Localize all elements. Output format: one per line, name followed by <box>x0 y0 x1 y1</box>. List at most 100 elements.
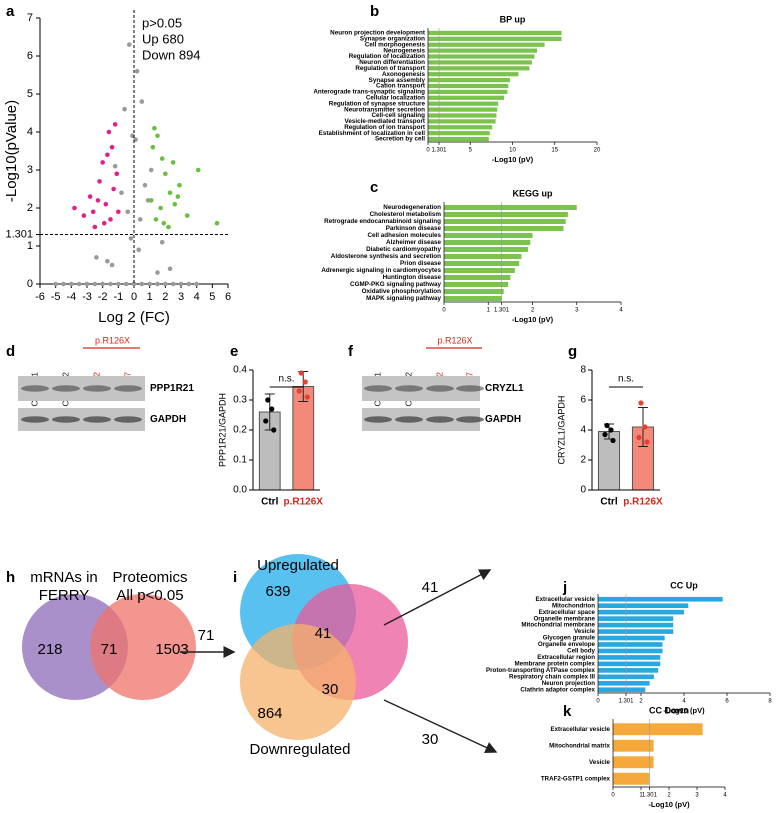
point <box>94 255 99 260</box>
point <box>153 217 159 222</box>
venn-count: 71 <box>101 641 118 658</box>
bar <box>444 232 533 239</box>
category-label: Regulation of ion transport <box>344 124 426 131</box>
point <box>127 42 132 47</box>
category-label: CGMP-PKG signaling pathway <box>350 281 441 288</box>
point <box>167 190 173 196</box>
x-tick-label: -5 <box>51 291 61 303</box>
annotation: p>0.05 <box>142 15 182 30</box>
bar <box>598 687 646 693</box>
bar <box>598 616 674 621</box>
x-tick-label: 5 <box>469 148 473 154</box>
x-tick-label: 1.301 <box>431 148 447 154</box>
point <box>111 186 116 192</box>
venn-set-label: Proteomics <box>112 569 187 586</box>
bar <box>428 60 532 65</box>
category-label: Synapse organization <box>360 36 425 43</box>
x-tick-label: 1.301 <box>618 699 634 705</box>
x-tick-label: 4 <box>682 699 686 705</box>
category-label: Cellular localization <box>366 94 425 101</box>
category-label: Anterograde trans-synaptic signaling <box>313 89 425 96</box>
blot-band <box>364 385 392 392</box>
point <box>108 281 113 287</box>
bar <box>613 772 650 785</box>
category-label: Mitochondrial matrix <box>549 742 610 749</box>
bar <box>428 66 530 71</box>
bar <box>428 77 510 83</box>
bar <box>598 622 674 628</box>
category-label: Establishment of localization in cell <box>319 130 426 137</box>
bar <box>428 113 497 118</box>
bar <box>444 225 564 232</box>
panel-label: f <box>348 343 354 360</box>
y-axis-label: PPP1R21/GAPDH <box>217 393 227 467</box>
blot-band <box>426 416 454 423</box>
y-tick-label: 0 <box>580 485 586 496</box>
bar <box>444 211 568 218</box>
point <box>92 224 98 230</box>
point <box>194 281 199 287</box>
point <box>139 99 145 104</box>
x-axis-label: -Log10 (pV) <box>663 706 705 715</box>
y-tick-label: 1 <box>27 240 33 252</box>
point <box>155 133 160 139</box>
point <box>148 167 154 173</box>
x-tick-label: 15 <box>551 148 558 154</box>
venn-set-label: Downregulated <box>250 741 351 758</box>
x-axis-label: Log 2 (FC) <box>98 309 170 326</box>
category-label: Cell body <box>567 648 595 655</box>
bar <box>598 609 684 615</box>
category-label: Membrane protein complex <box>515 661 596 668</box>
annotation: Up 680 <box>142 31 184 46</box>
point <box>302 379 308 385</box>
point <box>263 418 269 424</box>
chart-title: BP up <box>500 14 526 24</box>
x-tick-label: 2 <box>667 793 671 799</box>
bar <box>598 648 663 654</box>
panel-labels: a b c d e f g h i j k <box>6 3 577 720</box>
blot-band <box>83 416 111 423</box>
bar <box>444 274 511 281</box>
bar <box>444 218 566 225</box>
category-label: Organelle membrane <box>533 615 595 622</box>
band-label: GAPDH <box>485 414 521 425</box>
y-axis-label: -Log10(pValue) <box>3 100 20 202</box>
category-label: Proton-transporting ATPase complex <box>486 667 596 674</box>
blot-band <box>456 385 484 392</box>
x-tick-label: 0 <box>596 699 600 705</box>
bar <box>598 655 661 660</box>
chart-title: CC Up <box>670 580 698 590</box>
category-label: Neuron projection <box>542 680 596 687</box>
point <box>184 213 190 218</box>
x-tick-label: 0 <box>442 308 446 314</box>
category-label: Oxidative phosphorylation <box>362 288 442 295</box>
point <box>116 209 121 215</box>
x-tick-label: 4 <box>194 291 200 303</box>
y-tick-label: 8 <box>580 365 586 376</box>
panel-label: k <box>563 703 572 720</box>
arrow <box>383 569 492 626</box>
bar <box>598 629 674 634</box>
blot-band <box>52 416 80 423</box>
point <box>163 281 168 287</box>
annotation: n.s. <box>278 374 294 385</box>
chart-title: KEGG up <box>513 188 554 198</box>
panel-label: h <box>6 569 15 586</box>
x-tick-label: 6 <box>225 291 231 303</box>
point <box>69 281 74 287</box>
point <box>265 397 271 403</box>
point <box>195 167 201 173</box>
bar <box>428 136 489 142</box>
x-tick-label: 1.301 <box>494 308 510 314</box>
bar <box>598 635 665 641</box>
bar <box>613 723 703 736</box>
category-label: Cell morphogenesis <box>365 41 426 48</box>
point <box>61 281 66 287</box>
point <box>87 194 93 199</box>
venn-h: mRNAs in FERRY Proteomics All p<0.05 218… <box>22 569 236 700</box>
point <box>109 262 115 268</box>
bar <box>428 95 505 100</box>
arrow-label: 30 <box>422 731 439 748</box>
point <box>152 125 157 131</box>
point <box>175 194 181 199</box>
